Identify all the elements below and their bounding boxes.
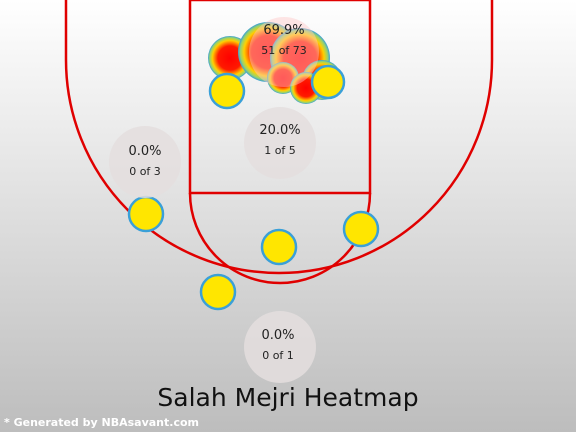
zone-pct: 69.9% <box>263 23 305 38</box>
zone-disc-restricted-area <box>249 17 319 87</box>
three-point-line <box>64 0 494 275</box>
zone-disc-top-of-key <box>244 311 316 383</box>
shot-spot <box>310 64 346 100</box>
zone-count: 1 of 5 <box>264 144 296 157</box>
shot-spot <box>260 228 298 266</box>
zone-paint: 20.0% 1 of 5 <box>240 123 320 157</box>
shot-spot <box>342 210 380 248</box>
zone-disc-paint <box>244 107 316 179</box>
paint-box <box>188 0 372 195</box>
shot-spot <box>208 72 246 110</box>
zone-disc-left-baseline-midrange <box>109 126 181 198</box>
chart-title: Salah Mejri Heatmap <box>157 383 419 412</box>
zone-count: 0 of 3 <box>129 165 161 178</box>
zone-left-baseline-midrange: 0.0% 0 of 3 <box>105 144 185 178</box>
zone-pct: 20.0% <box>259 123 301 138</box>
zone-count: 0 of 1 <box>262 349 294 362</box>
credit-text: * Generated by NBAsavant.com <box>4 416 199 429</box>
zone-pct: 0.0% <box>128 144 162 159</box>
zone-count: 51 of 73 <box>261 44 307 57</box>
shot-spot <box>199 273 237 311</box>
zone-restricted-area: 69.9% 51 of 73 <box>244 23 324 57</box>
shot-spot <box>127 195 165 233</box>
zone-top-of-key: 0.0% 0 of 1 <box>238 328 318 362</box>
zone-pct: 0.0% <box>261 328 295 343</box>
